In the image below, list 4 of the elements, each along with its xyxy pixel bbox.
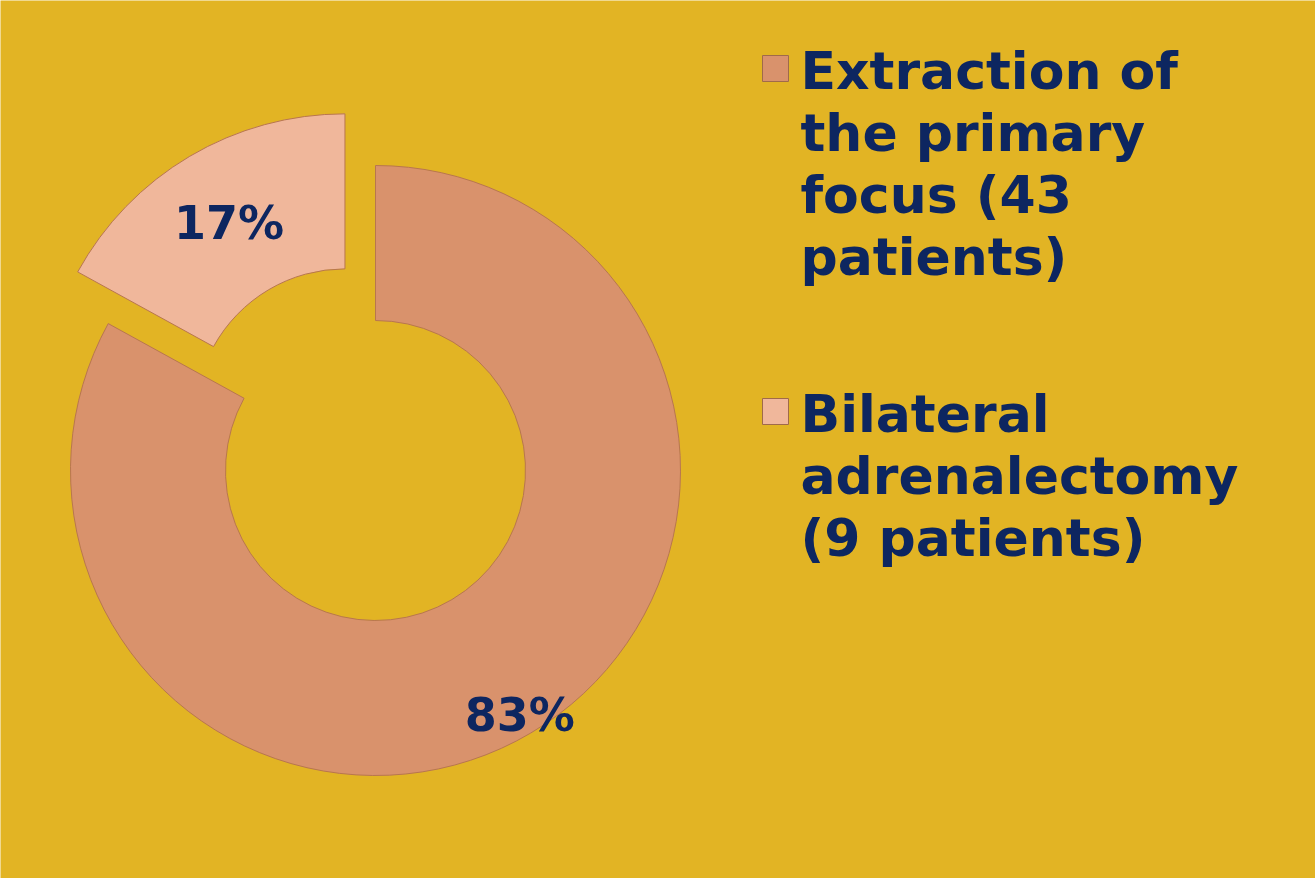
data-label: 17% [174, 196, 285, 251]
legend-label: Bilateral adrenalectomy (9 patients) [800, 383, 1239, 568]
data-label: 83% [464, 687, 575, 742]
legend-label: Extraction of the primary focus (43 patients) [800, 40, 1180, 287]
